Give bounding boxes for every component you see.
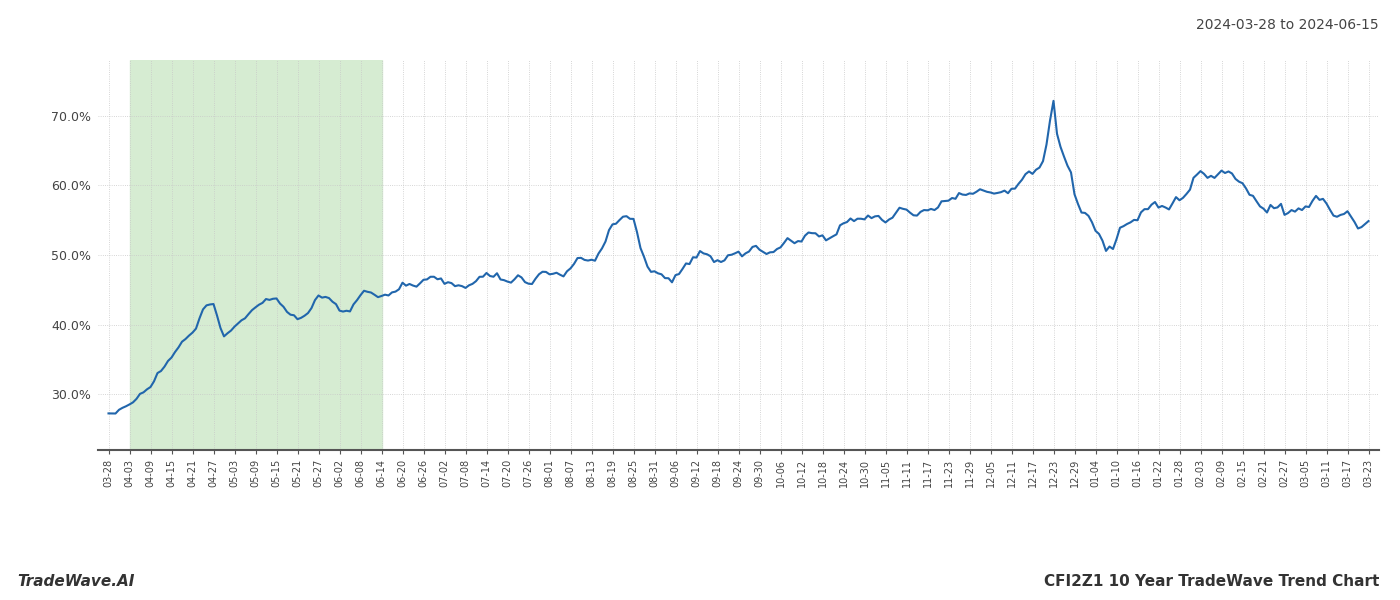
Text: 2024-03-28 to 2024-06-15: 2024-03-28 to 2024-06-15 [1197, 18, 1379, 32]
Bar [130, 60, 382, 450]
Text: CFI2Z1 10 Year TradeWave Trend Chart: CFI2Z1 10 Year TradeWave Trend Chart [1043, 574, 1379, 589]
Text: TradeWave.AI: TradeWave.AI [17, 574, 134, 589]
